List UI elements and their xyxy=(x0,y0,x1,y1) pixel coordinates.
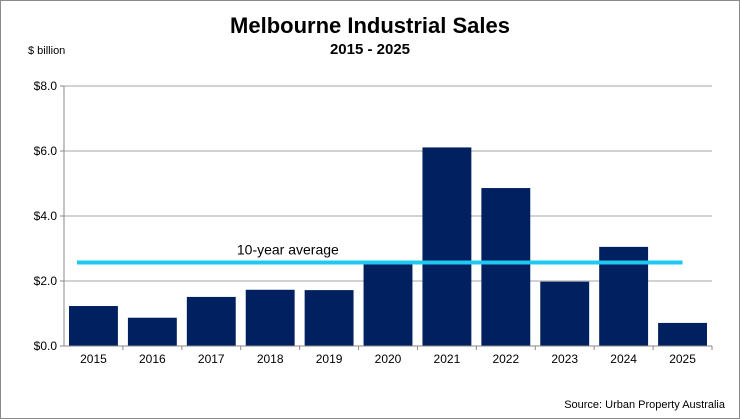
bar-2019 xyxy=(304,290,354,346)
bar-2016 xyxy=(127,317,177,346)
bar-2018 xyxy=(245,289,295,346)
x-tick-label: 2022 xyxy=(492,352,519,366)
x-tick-label: 2015 xyxy=(80,352,107,366)
y-axis-unit-label: $ billion xyxy=(28,45,66,57)
bar-2023 xyxy=(540,281,590,346)
average-label: 10-year average xyxy=(237,241,339,257)
x-tick-label: 2024 xyxy=(610,352,637,366)
x-tick-label: 2021 xyxy=(434,352,461,366)
bar-2021 xyxy=(422,147,472,346)
x-tick-label: 2020 xyxy=(375,352,402,366)
chart-subtitle: 2015 - 2025 xyxy=(329,41,411,58)
bar-2022 xyxy=(481,188,531,346)
source-note: Source: Urban Property Australia xyxy=(564,399,725,411)
x-tick-label: 2016 xyxy=(139,352,166,366)
bar-2017 xyxy=(186,296,236,346)
bar-2020 xyxy=(363,263,413,346)
y-tick-label: $8.0 xyxy=(34,79,58,93)
x-tick-label: 2017 xyxy=(198,352,225,366)
x-tick-label: 2025 xyxy=(669,352,696,366)
y-tick-label: $6.0 xyxy=(34,144,58,158)
x-tick-label: 2019 xyxy=(316,352,343,366)
bar-2015 xyxy=(69,306,118,346)
y-tick-label: $4.0 xyxy=(34,209,58,223)
bar-2025 xyxy=(658,322,707,346)
x-tick-label: 2018 xyxy=(257,352,284,366)
x-tick-label: 2023 xyxy=(551,352,578,366)
y-tick-label: $0.0 xyxy=(34,339,58,353)
y-tick-label: $2.0 xyxy=(34,274,58,288)
chart-title: Melbourne Industrial Sales xyxy=(230,13,510,38)
